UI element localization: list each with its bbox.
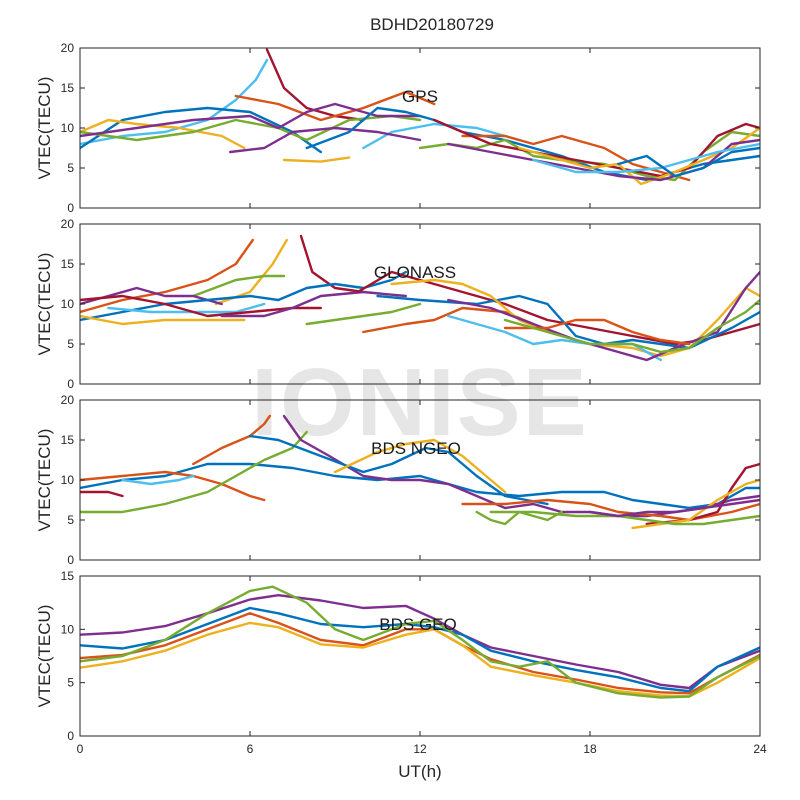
panel-3: 0 5 10 15 20 VTEC(TECU) BDS NGEO: [35, 393, 761, 567]
series-line: [80, 102, 422, 138]
axes-frame: [79, 575, 761, 737]
series-line: [617, 146, 760, 178]
x-tick-label: 24: [753, 742, 767, 756]
y-tick-label: 20: [61, 41, 75, 55]
series-line: [121, 474, 195, 486]
series-line: [80, 585, 760, 699]
y-tick-label: 0: [67, 553, 74, 567]
x-tick-label: 6: [247, 742, 254, 756]
panel-1: 0 5 10 15 20 VTEC(TECU) GPS: [35, 41, 761, 215]
series-line: [234, 90, 436, 122]
y-axis-label: VTEC(TECU): [35, 605, 54, 708]
series-line: [305, 302, 422, 326]
y-tick-label: 10: [61, 473, 75, 487]
series-line: [80, 606, 760, 693]
series-line: [220, 290, 407, 318]
chart-title: BDHD20180729: [370, 15, 494, 34]
series-line: [532, 142, 760, 174]
series-line: [229, 126, 422, 154]
panel-2: 0 5 10 15 20 VTEC(TECU) GLONASS: [35, 217, 761, 391]
series-group: [80, 414, 760, 530]
series-line: [299, 234, 365, 294]
x-tick-label: 12: [413, 742, 427, 756]
y-tick-label: 10: [61, 121, 75, 135]
panel-4: 0 5 10 15 0 6 12 18 24 VTEC(TECU) BDS GEO: [35, 569, 767, 756]
panel-annotation: BDS GEO: [379, 615, 456, 634]
y-tick-label: 15: [61, 81, 75, 95]
series-line: [305, 106, 760, 182]
series-group: [80, 234, 760, 362]
panel-annotation: GPS: [402, 87, 438, 106]
series-line: [265, 48, 365, 122]
series-line: [447, 270, 760, 362]
series-line: [390, 278, 760, 358]
series-group: [80, 48, 760, 186]
y-axis-label: VTEC(TECU): [35, 253, 54, 356]
x-tick-label: 0: [77, 742, 84, 756]
series-line: [80, 462, 760, 510]
y-tick-label: 5: [67, 513, 74, 527]
x-axis-label: UT(h): [398, 762, 441, 781]
series-line: [80, 490, 124, 498]
watermark-text: IONISE: [251, 349, 588, 456]
series-line: [362, 122, 521, 150]
panel-annotation: GLONASS: [374, 263, 456, 282]
series-line: [645, 462, 760, 526]
series-line: [433, 118, 760, 178]
series-line: [80, 270, 407, 322]
y-axis-label: VTEC(TECU): [35, 429, 54, 532]
y-tick-label: 0: [67, 377, 74, 391]
y-axis-label: VTEC(TECU): [35, 77, 54, 180]
x-tick-label: 18: [583, 742, 597, 756]
y-tick-label: 15: [61, 257, 75, 271]
y-tick-label: 5: [67, 676, 74, 690]
series-line: [248, 434, 549, 506]
series-line: [80, 430, 308, 514]
series-line: [80, 238, 254, 314]
series-line: [489, 510, 760, 526]
series-line: [461, 498, 760, 522]
series-line: [192, 274, 286, 298]
y-tick-label: 0: [67, 201, 74, 215]
y-tick-label: 15: [61, 569, 75, 583]
y-tick-label: 5: [67, 337, 74, 351]
series-line: [80, 314, 246, 326]
series-line: [461, 134, 691, 182]
y-tick-label: 0: [67, 729, 74, 743]
series-line: [503, 318, 691, 346]
series-line: [588, 498, 760, 518]
y-tick-label: 10: [61, 297, 75, 311]
panel-annotation: BDS NGEO: [371, 439, 461, 458]
series-line: [80, 621, 760, 698]
series-line: [214, 238, 288, 306]
y-tick-label: 5: [67, 161, 74, 175]
y-tick-label: 15: [61, 433, 75, 447]
series-line: [80, 594, 760, 690]
series-line: [282, 156, 351, 163]
chart-panels: 0 5 10 15 20 VTEC(TECU) GPS 0 5 10 15 20 VTEC(TECU) G…: [35, 41, 767, 756]
y-tick-label: 20: [61, 217, 75, 231]
series-line: [333, 438, 507, 494]
y-tick-label: 20: [61, 393, 75, 407]
series-line: [631, 478, 760, 530]
series-group: [80, 585, 760, 699]
series-line: [503, 298, 760, 354]
y-tick-label: 10: [61, 622, 75, 636]
